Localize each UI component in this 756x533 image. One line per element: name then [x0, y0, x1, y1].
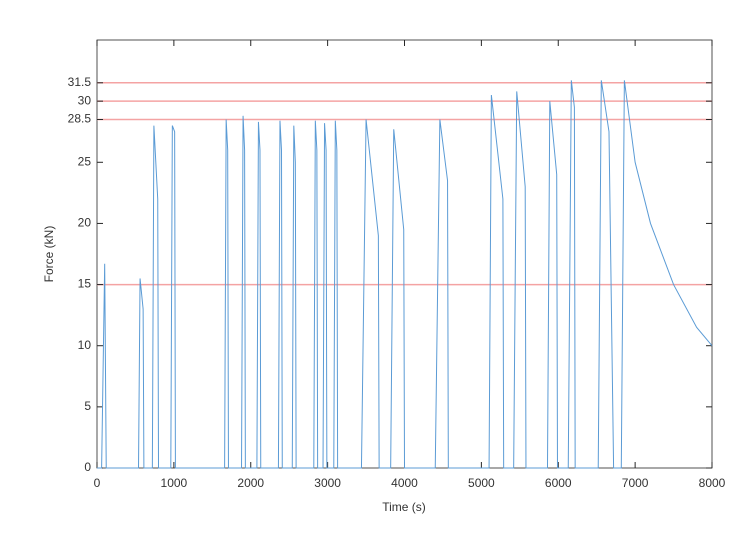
y-tick-label: 31.5	[68, 75, 92, 89]
x-tick-label: 3000	[314, 476, 341, 490]
x-tick-label: 0	[94, 476, 101, 490]
x-tick-label: 8000	[699, 476, 726, 490]
x-tick-label: 7000	[622, 476, 649, 490]
y-tick-label: 15	[78, 277, 92, 291]
y-tick-label: 10	[78, 338, 92, 352]
x-tick-label: 5000	[468, 476, 495, 490]
y-tick-label: 25	[78, 154, 92, 168]
x-tick-label: 6000	[545, 476, 572, 490]
x-tick-label: 4000	[391, 476, 418, 490]
x-tick-label: 1000	[161, 476, 188, 490]
y-tick-label: 5	[84, 399, 91, 413]
y-axis-label: Force (kN)	[42, 226, 56, 283]
y-tick-label: 20	[78, 216, 92, 230]
x-tick-label: 2000	[237, 476, 264, 490]
y-tick-label: 30	[78, 93, 92, 107]
data-line	[97, 80, 713, 469]
y-tick-label: 0	[84, 460, 91, 474]
y-tick-label: 28.5	[68, 112, 92, 126]
x-axis-label: Time (s)	[382, 500, 426, 514]
